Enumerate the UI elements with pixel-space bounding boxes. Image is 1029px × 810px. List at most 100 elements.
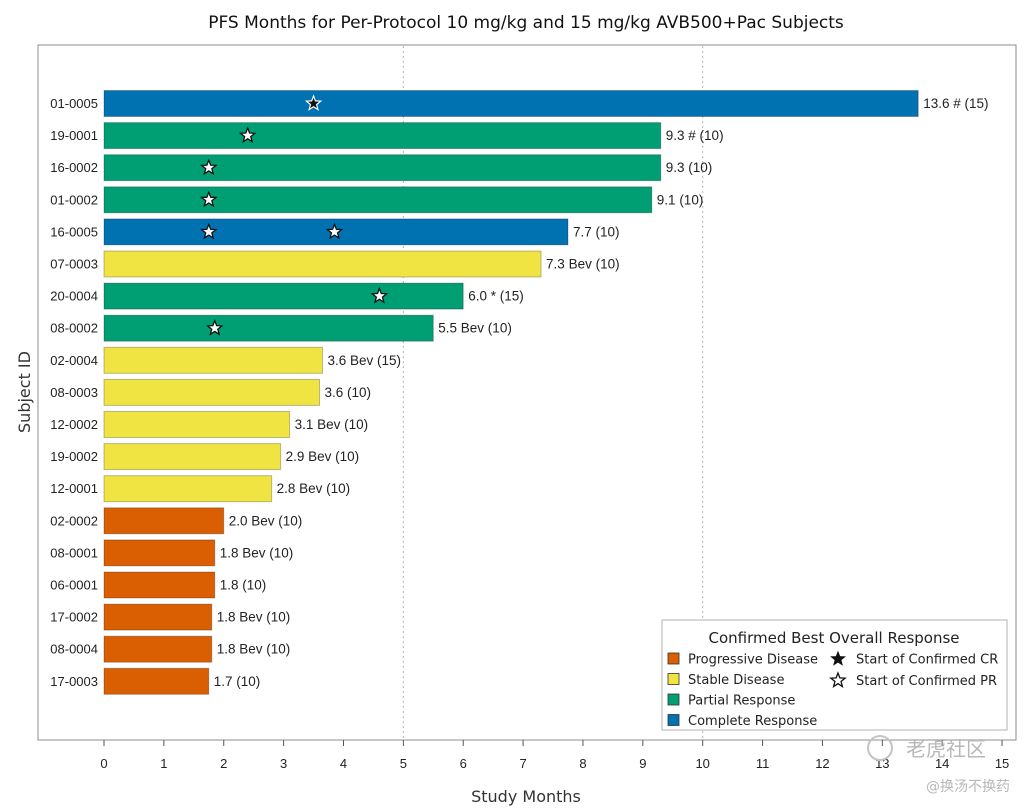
watermark-line2: @换汤不换药: [926, 778, 1010, 795]
pr-start-star-icon: [325, 222, 344, 240]
y-tick-label: 08-0004: [50, 642, 98, 657]
y-tick-label: 16-0002: [50, 160, 98, 175]
y-tick-label: 02-0004: [50, 353, 98, 368]
pr-start-star-icon: [370, 286, 389, 304]
legend-item-label: Progressive Disease: [688, 653, 818, 668]
y-tick-label: 02-0002: [50, 513, 98, 528]
legend-swatch: [667, 693, 680, 706]
bar-value-label: 9.1 (10): [657, 192, 704, 207]
bar-value-label: 3.1 Bev (10): [295, 417, 369, 432]
watermark: 老虎社区 @换汤不换药: [867, 735, 1010, 795]
bar: [103, 507, 225, 535]
watermark-line1: 老虎社区: [906, 737, 986, 761]
bar: [103, 122, 662, 150]
bar: [103, 90, 919, 117]
legend-swatch: [667, 673, 680, 685]
legend-cr-star-icon: [830, 650, 846, 666]
y-tick-label: 17-0002: [50, 610, 98, 625]
bar-value-label: 1.8 Bev (10): [217, 642, 291, 657]
y-tick-label: 06-0001: [50, 578, 98, 593]
y-tick-label: 01-0005: [50, 96, 98, 111]
bar: [103, 667, 210, 695]
x-tick-label: 14: [935, 756, 949, 771]
y-tick-label: 20-0004: [50, 289, 98, 304]
pr-start-star-icon: [199, 222, 218, 240]
legend-marker-label: Start of Confirmed CR: [856, 653, 998, 668]
x-tick-label: 2: [220, 756, 227, 771]
y-tick-label: 08-0001: [50, 545, 98, 560]
bar: [103, 571, 216, 599]
legend-item-label: Partial Response: [688, 694, 795, 709]
bar-value-label: 7.7 (10): [573, 224, 620, 239]
y-tick-label: 01-0002: [50, 192, 98, 207]
bar-value-label: 1.8 (10): [220, 578, 267, 593]
y-tick-label: 19-0002: [50, 449, 98, 464]
bar-value-label: 7.3 Bev (10): [546, 257, 620, 272]
bar: [103, 539, 216, 567]
bar-value-label: 3.6 (10): [325, 385, 372, 400]
x-tick-label: 3: [280, 756, 287, 771]
x-tick-label: 4: [340, 756, 347, 771]
x-tick-label: 6: [460, 756, 467, 771]
y-tick-label: 08-0003: [50, 385, 98, 400]
legend: Confirmed Best Overall Response Progress…: [661, 619, 1008, 731]
pr-start-star-icon: [199, 190, 218, 208]
legend-pr-star-icon: [829, 671, 847, 689]
bar: [103, 154, 662, 182]
bar-value-label: 9.3 (10): [666, 160, 713, 175]
legend-title: Confirmed Best Overall Response: [708, 629, 959, 647]
legend-swatch: [667, 714, 680, 726]
x-tick-label: 10: [695, 756, 709, 771]
x-axis: 0 1 2 3 4 5 6 7 8 9 10 11 12 13 14 15: [100, 740, 1009, 771]
x-tick-label: 8: [579, 756, 586, 771]
y-tick-label: 12-0001: [50, 481, 98, 496]
y-tick-label: 08-0002: [50, 321, 98, 336]
legend-item-label: Stable Disease: [688, 673, 784, 688]
bar-value-label: 13.6 # (15): [923, 96, 988, 111]
x-tick-label: 7: [519, 756, 526, 771]
bar-value-label: 2.8 Bev (10): [277, 481, 351, 496]
bar-value-label: 1.8 Bev (10): [217, 610, 291, 625]
x-tick-label: 5: [400, 756, 407, 771]
bar-value-label: 1.8 Bev (10): [220, 545, 294, 560]
bar-value-label: 2.9 Bev (10): [286, 449, 360, 464]
legend-item-label: Complete Response: [688, 714, 817, 729]
x-tick-label: 0: [100, 756, 107, 771]
chart-title: PFS Months for Per-Protocol 10 mg/kg and…: [208, 13, 844, 33]
x-axis-label: Study Months: [471, 787, 581, 806]
bar: [103, 635, 213, 663]
bar-value-label: 3.6 Bev (15): [328, 353, 402, 368]
bar: [103, 346, 324, 374]
x-tick-label: 15: [995, 756, 1009, 771]
bar: [103, 186, 653, 214]
bar: [103, 411, 291, 438]
pr-start-star-icon: [238, 126, 257, 144]
x-tick-label: 11: [756, 756, 770, 771]
bar: [103, 378, 321, 406]
cr-start-star-icon: [304, 94, 323, 111]
bar: [103, 475, 273, 503]
legend-swatch: [667, 652, 680, 665]
pr-start-star-icon: [199, 158, 218, 176]
x-tick-label: 12: [815, 756, 829, 771]
legend-box: [661, 619, 1008, 731]
bar: [103, 443, 282, 471]
y-tick-label: 19-0001: [50, 128, 98, 143]
y-tick-label: 16-0005: [50, 224, 98, 239]
x-tick-label: 9: [639, 756, 646, 771]
watermark-logo-icon: [867, 735, 893, 761]
bar-value-label: 5.5 Bev (10): [438, 321, 512, 336]
bar-value-label: 1.7 (10): [214, 674, 261, 689]
reference-lines: [402, 46, 704, 739]
bar: [103, 282, 464, 310]
bar-value-label: 6.0 * (15): [468, 289, 524, 304]
y-tick-label: 17-0003: [50, 674, 98, 689]
bar-value-label: 2.0 Bev (10): [229, 513, 303, 528]
y-tick-label: 12-0002: [50, 417, 98, 432]
plot-frame: [37, 44, 1017, 741]
y-axis-label: Subject ID: [15, 351, 34, 433]
bar-value-label: 9.3 # (10): [666, 128, 724, 143]
bar: [103, 314, 434, 342]
bar: [103, 603, 213, 631]
